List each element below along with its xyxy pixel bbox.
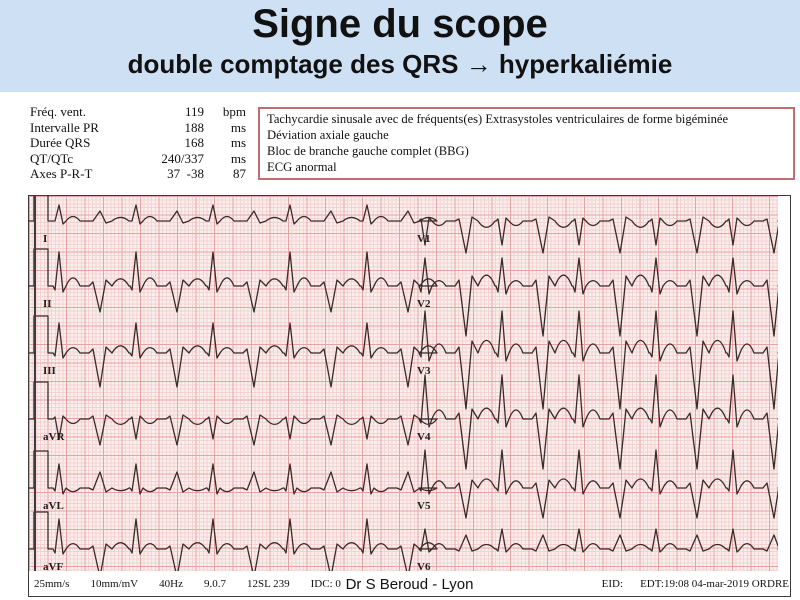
lead-label-V3: V3	[417, 365, 431, 377]
measurement-unit: 87	[233, 166, 246, 182]
lead-label-V4: V4	[417, 431, 431, 443]
measurement-label: QT/QTc	[30, 150, 74, 166]
measurement-label: Durée QRS	[30, 135, 91, 151]
ecg-printout: I V1 II V2 III V3 aVR V4 aVL V5 aVF V6 25mm/s 10mm/…	[28, 195, 791, 597]
ecg-trace-aVL	[29, 449, 778, 519]
lead-label-I: I	[43, 233, 47, 245]
measurement-value: 188	[184, 119, 205, 135]
lead-label-V2: V2	[417, 298, 431, 310]
measurement-unit: ms	[230, 119, 246, 135]
paper-speed: 25mm/s	[34, 578, 70, 590]
ecg-trace-III	[29, 310, 778, 410]
page-subtitle: double comptage des QRS → hyperkaliémie	[127, 49, 673, 79]
ecg-measurements-panel: Fréq. vent. 119 bpm Intervalle PR 188 ms…	[30, 104, 246, 182]
measurement-value: 168	[184, 135, 205, 151]
lead-label-aVL: aVL	[43, 500, 64, 512]
ecg-ids: EID: EDT:19:08 04-mar-2019 ORDRE	[602, 578, 789, 590]
measurement-row: Durée QRS 168 ms	[30, 135, 246, 151]
lead-label-V6: V6	[417, 561, 431, 571]
slide-header: Signe du scope double comptage des QRS →…	[0, 0, 800, 92]
measurement-value: 240/337	[161, 150, 204, 166]
measurement-unit: ms	[230, 150, 246, 166]
ecg-trace-aVR	[29, 374, 778, 470]
measurement-label: Fréq. vent.	[30, 104, 86, 119]
lead-label-V1: V1	[417, 233, 430, 245]
ecg-traces: I V1 II V2 III V3 aVR V4 aVL V5 aVF V6	[29, 196, 778, 571]
interpretation-line: Tachycardie sinusale avec de fréquents(e…	[267, 112, 729, 126]
physician-name: Dr S Beroud - Lyon	[345, 575, 474, 593]
algorithm: 12SL 239	[246, 578, 290, 590]
interpretation-line: Déviation axiale gauche	[267, 128, 389, 142]
edt-timestamp: EDT:19:08 04-mar-2019 ORDRE	[640, 578, 789, 590]
ecg-settings: 25mm/s 10mm/mV 40Hz 9.0.7 12SL 239 IDC: …	[29, 578, 341, 590]
idc: IDC: 0	[310, 578, 341, 590]
interpretation-line: ECG anormal	[267, 160, 337, 174]
measurement-row: QT/QTc 240/337 ms	[30, 151, 246, 167]
ecg-trace-aVF	[29, 511, 778, 571]
interpretation-line: Bloc de branche gauche complet (BBG)	[267, 144, 469, 158]
measurement-row: Intervalle PR 188 ms	[30, 120, 246, 136]
filter: 40Hz	[159, 578, 183, 590]
interpretation-box: Tachycardie sinusale avec de fréquents(e…	[258, 107, 795, 180]
measurement-unit: ms	[230, 135, 246, 151]
lead-label-aVR: aVR	[43, 431, 65, 443]
measurement-unit: bpm	[222, 104, 246, 119]
page-title: Signe du scope	[252, 2, 548, 46]
lead-label-III: III	[43, 365, 56, 377]
ecg-trace-II	[29, 248, 778, 337]
ecg-footer-strip: 25mm/s 10mm/mV 40Hz 9.0.7 12SL 239 IDC: …	[29, 571, 790, 596]
lead-label-aVF: aVF	[43, 561, 63, 571]
measurement-value: 37 -38	[167, 166, 204, 182]
eid-label: EID:	[601, 578, 624, 590]
gain: 10mm/mV	[90, 578, 139, 590]
lead-label-V5: V5	[417, 500, 431, 512]
measurement-row: Axes P-R-T 37 -38 87	[30, 166, 246, 182]
measurement-label: Axes P-R-T	[30, 166, 93, 182]
ecg-grid-paper	[29, 196, 778, 571]
measurement-value: 119	[184, 104, 204, 119]
measurement-label: Intervalle PR	[30, 119, 99, 135]
ecg-left-edge-line	[34, 196, 36, 571]
lead-label-II: II	[43, 298, 52, 310]
measurement-row: Fréq. vent. 119 bpm	[30, 104, 246, 120]
software-version: 9.0.7	[203, 578, 226, 590]
ecg-trace-I	[29, 196, 778, 254]
